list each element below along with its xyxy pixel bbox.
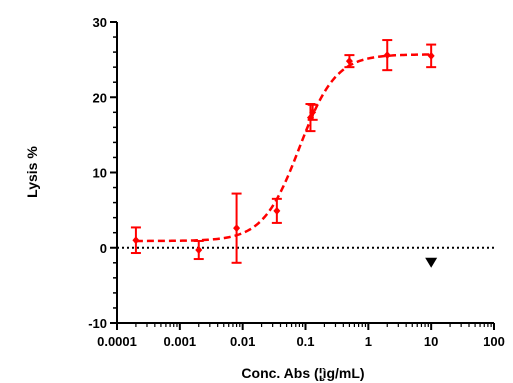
x-axis-title: Conc. Abs (¦̧ìg/mL) [241, 365, 364, 381]
data-point [195, 246, 203, 255]
data-point [345, 57, 353, 66]
data-point [132, 236, 140, 245]
data-point [233, 224, 241, 233]
x-tick-label: 0.01 [230, 334, 255, 349]
x-tick-label: 0.1 [296, 334, 314, 349]
data-point [273, 206, 281, 215]
x-tick-label: 10 [424, 334, 438, 349]
y-axis-title: Lysis % [24, 146, 40, 198]
y-tick-label: 0 [100, 241, 107, 256]
y-axis: -10 0 10 20 30 [88, 15, 118, 331]
y-tick-label: 30 [93, 15, 107, 30]
data-point [425, 257, 438, 268]
x-tick-label: 100 [483, 334, 505, 349]
x-tick-label: 0.0001 [97, 334, 137, 349]
fit-curve [135, 53, 432, 243]
x-axis: 0.0001 0.001 0.01 0.1 1 10 100 [97, 322, 505, 349]
x-tick-label: 0.001 [164, 334, 197, 349]
y-tick-label: 20 [93, 90, 107, 105]
y-tick-label: 10 [93, 166, 107, 181]
data-point [383, 51, 391, 60]
data-point [309, 108, 317, 117]
x-tick-label: 1 [365, 334, 372, 349]
data-point [427, 51, 435, 60]
y-tick-label: -10 [88, 316, 107, 331]
